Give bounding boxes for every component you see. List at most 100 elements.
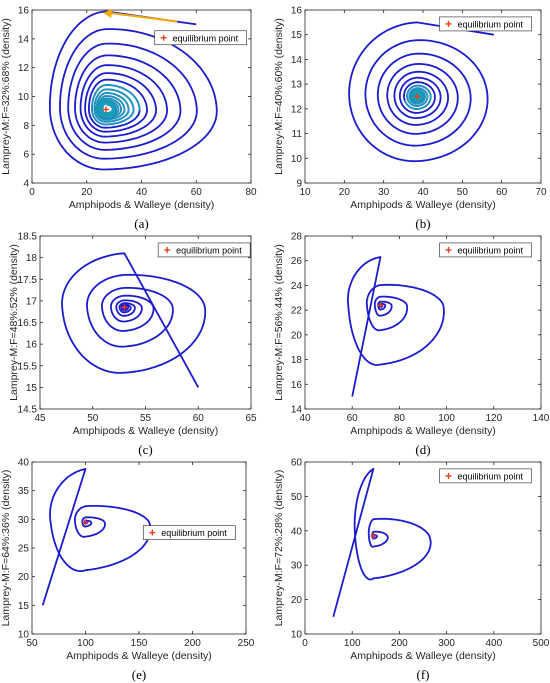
y-tick-label: 18.5 [18, 232, 38, 243]
y-tick-label: 18 [26, 253, 38, 264]
trajectory-line [61, 252, 207, 388]
y-tick-label: 4 [23, 179, 29, 190]
y-tick-label: 16 [291, 380, 303, 391]
y-tick-label: 12 [291, 104, 303, 115]
y-tick-label: 50 [291, 492, 303, 503]
y-axis-label: Lamprey-M:F=64%:36% (density) [0, 470, 12, 627]
panel-label: (a) [134, 216, 148, 231]
y-tick-label: 26 [291, 256, 303, 267]
y-tick-label: 16 [291, 6, 303, 17]
trajectory-line [347, 256, 445, 397]
x-tick-label: 80 [245, 187, 257, 198]
x-axis-label: Amphipods & Walleye (density) [66, 650, 212, 662]
y-tick-label: 9 [296, 179, 302, 190]
plot-frame [304, 461, 542, 635]
legend-box [439, 242, 532, 258]
y-tick-label: 17 [26, 296, 38, 307]
y-tick-label: 25 [18, 544, 30, 555]
legend-box [439, 16, 532, 32]
y-tick-label: 20 [291, 595, 303, 606]
x-tick-label: 20 [81, 187, 93, 198]
trajectory-line [41, 468, 152, 606]
y-tick-label: 17.5 [18, 275, 38, 286]
x-tick-label: 60 [191, 187, 203, 198]
y-tick-label: 22 [291, 306, 303, 317]
y-tick-label: 35 [18, 486, 30, 497]
y-tick-label: 30 [18, 515, 30, 526]
x-tick-label: 50 [26, 638, 38, 649]
y-tick-label: 40 [18, 458, 30, 469]
y-tick-label: 15.5 [18, 361, 38, 372]
y-tick-label: 16 [26, 340, 38, 351]
legend-label: equilibrium point [173, 33, 239, 43]
legend-box [439, 468, 532, 484]
x-axis-label: Amphipods & Walleye (density) [350, 425, 496, 437]
y-tick-label: 10 [18, 92, 30, 103]
x-tick-label: 60 [347, 413, 359, 424]
x-tick-label: 140 [533, 413, 550, 424]
x-tick-label: 200 [184, 638, 201, 649]
y-tick-label: 60 [291, 458, 303, 469]
x-tick-label: 60 [496, 187, 508, 198]
panel-label: (f) [417, 667, 430, 682]
x-tick-label: 300 [438, 638, 455, 649]
chart-panel-1: 0 20 40 60 80 4 6 8 10 12 14 16 Amphipods & Walleye … [0, 6, 257, 232]
x-axis-label: Amphipods & Walleye (density) [350, 650, 496, 662]
x-tick-label: 45 [34, 413, 46, 424]
y-tick-label: 40 [291, 526, 303, 537]
y-tick-label: 14 [18, 34, 30, 45]
x-tick-label: 250 [238, 638, 255, 649]
legend-label: equilibrium point [458, 471, 524, 481]
x-axis-label: Amphipods & Walleye (density) [69, 199, 215, 211]
panel-label: (d) [415, 442, 430, 457]
plot-frame [304, 235, 542, 410]
legend-box [142, 525, 236, 540]
x-axis-label: Amphipods & Walleye (density) [73, 425, 219, 437]
y-axis-label: Lamprey-M:F=48%:52% (density) [8, 244, 20, 401]
y-tick-label: 15 [18, 601, 30, 612]
x-tick-label: 0 [302, 638, 308, 649]
x-tick-label: 50 [457, 187, 469, 198]
x-tick-label: 55 [140, 413, 152, 424]
x-tick-label: 10 [299, 187, 311, 198]
x-tick-label: 40 [417, 187, 429, 198]
y-tick-label: 16 [18, 6, 30, 17]
panel-label: (b) [415, 216, 430, 231]
x-tick-label: 50 [87, 413, 99, 424]
panel-label: (e) [132, 667, 146, 682]
x-tick-label: 60 [193, 413, 205, 424]
y-tick-label: 14.5 [18, 405, 38, 416]
x-tick-label: 100 [344, 638, 361, 649]
chart-panel-3: 45 50 55 60 65 14.5 15 15.5 16 16.5 17 17.5 18 18.5 Am… [8, 232, 257, 458]
y-tick-label: 10 [291, 630, 303, 641]
panel-label: (c) [138, 442, 152, 457]
chart-panel-4: 40 60 80 100 120 140 14 16 18 20 22 24 26 28 Amphipods… [273, 232, 550, 458]
y-tick-label: 28 [291, 232, 303, 243]
y-tick-label: 12 [18, 63, 30, 74]
x-tick-label: 40 [136, 187, 148, 198]
x-tick-label: 30 [378, 187, 390, 198]
legend-box [154, 30, 247, 46]
y-axis-label: Lamprey-M:F=32%:68% (density) [0, 18, 12, 175]
y-axis-label: Lamprey-M:F=40%:60% (density) [273, 18, 285, 175]
x-tick-label: 40 [299, 413, 311, 424]
x-tick-label: 400 [485, 638, 502, 649]
y-tick-label: 18 [291, 355, 303, 366]
legend-label: equilibrium point [161, 528, 227, 538]
y-tick-label: 6 [23, 150, 29, 161]
x-tick-label: 200 [391, 638, 408, 649]
legend-label: equilibrium point [176, 245, 242, 255]
y-tick-label: 10 [291, 154, 303, 165]
x-tick-label: 120 [485, 413, 502, 424]
plot-frame [31, 461, 247, 635]
y-tick-label: 13 [291, 80, 303, 91]
direction-arrow-head [103, 8, 113, 18]
x-tick-label: 80 [394, 413, 406, 424]
y-tick-label: 14 [291, 405, 303, 416]
y-axis-label: Lamprey-M:F=72%:28% (density) [273, 470, 285, 627]
x-tick-label: 70 [535, 187, 547, 198]
legend-label: equilibrium point [458, 19, 524, 29]
x-axis-label: Amphipods & Walleye (density) [350, 199, 496, 211]
